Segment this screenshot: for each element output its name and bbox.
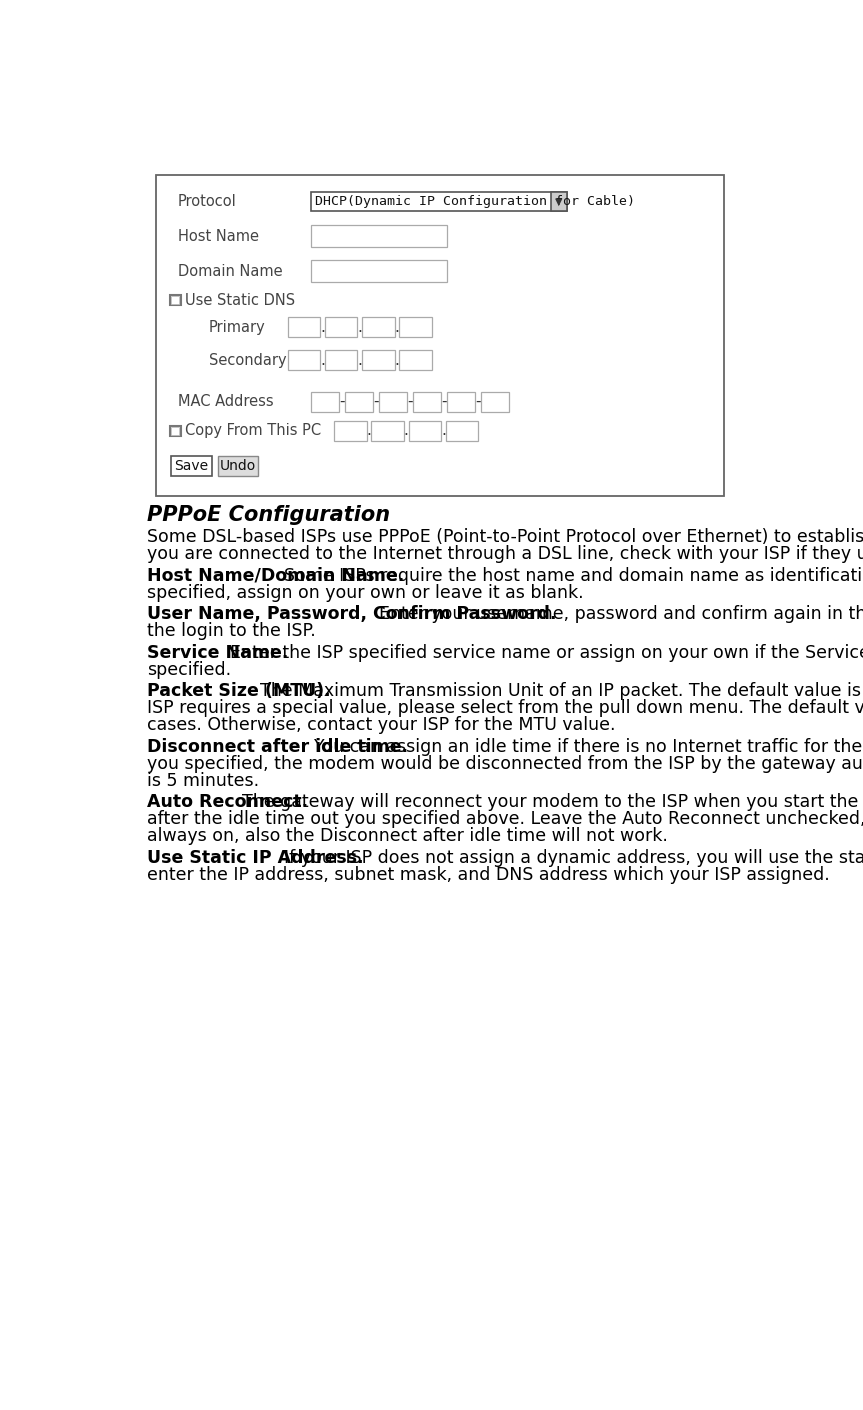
Text: Undo: Undo (220, 458, 256, 472)
Text: -: - (476, 395, 481, 409)
Bar (400, 317, 432, 337)
Text: Secondary: Secondary (209, 352, 287, 368)
Bar (311, 226, 446, 247)
Text: DHCP(Dynamic IP Configuration for Cable): DHCP(Dynamic IP Configuration for Cable) (315, 195, 635, 209)
Text: User Name, Password, Confirm Password.: User Name, Password, Confirm Password. (147, 605, 562, 623)
Text: specified.: specified. (147, 661, 230, 678)
Text: Copy From This PC: Copy From This PC (185, 423, 321, 439)
Text: specified, assign on your own or leave it as blank.: specified, assign on your own or leave i… (147, 584, 583, 602)
Bar (311, 192, 567, 210)
Bar (156, 175, 724, 496)
Text: Packet Size (MTU).: Packet Size (MTU). (147, 682, 337, 701)
Text: Some DSL-based ISPs use PPPoE (Point-to-Point Protocol over Ethernet) to establi: Some DSL-based ISPs use PPPoE (Point-to-… (147, 529, 863, 546)
Bar (345, 392, 373, 412)
Text: the login to the ISP.: the login to the ISP. (147, 622, 315, 640)
Text: .: . (394, 352, 400, 368)
Bar (324, 317, 357, 337)
Text: Service Name.: Service Name. (147, 644, 294, 661)
Text: Save: Save (174, 458, 209, 472)
Text: The Maximum Transmission Unit of an IP packet. The default value is 1492 Bytes, : The Maximum Transmission Unit of an IP p… (260, 682, 863, 701)
Bar (371, 422, 404, 441)
Bar (172, 427, 180, 434)
Text: ▼: ▼ (555, 196, 563, 206)
Text: Protocol: Protocol (178, 195, 236, 209)
Bar (287, 317, 320, 337)
Text: after the idle time out you specified above. Leave the Auto Reconnect unchecked,: after the idle time out you specified ab… (147, 811, 863, 828)
Text: Enter the ISP specified service name or assign on your own if the Service Name i: Enter the ISP specified service name or … (230, 644, 863, 661)
Text: .: . (320, 320, 325, 334)
Text: MAC Address: MAC Address (178, 395, 274, 409)
Text: .: . (394, 320, 400, 334)
Bar (413, 392, 441, 412)
Text: -: - (374, 395, 379, 409)
Text: .: . (320, 352, 325, 368)
Text: Host Name: Host Name (178, 230, 259, 244)
Text: Use Static IP Address.: Use Static IP Address. (147, 849, 369, 867)
Text: -: - (407, 395, 413, 409)
Text: Primary: Primary (209, 320, 266, 334)
Bar (362, 317, 394, 337)
Bar (408, 422, 441, 441)
Text: If your ISP does not assign a dynamic address, you will use the static IP addres: If your ISP does not assign a dynamic ad… (284, 849, 863, 867)
Text: You can assign an idle time if there is no Internet traffic for the idle time: You can assign an idle time if there is … (314, 737, 863, 756)
Bar (446, 422, 478, 441)
Bar (482, 392, 509, 412)
Text: Enter your username, password and confirm again in the fields for: Enter your username, password and confir… (380, 605, 863, 623)
Bar (400, 350, 432, 371)
Bar (287, 350, 320, 371)
Text: -: - (442, 395, 447, 409)
Bar (551, 192, 567, 210)
Bar (311, 392, 339, 412)
Text: Domain Name: Domain Name (178, 264, 282, 279)
Bar (172, 455, 211, 475)
Text: always on, also the Disconnect after idle time will not work.: always on, also the Disconnect after idl… (147, 828, 667, 845)
Bar (170, 295, 180, 306)
Text: Some ISPs require the host name and domain name as identification, if it is not: Some ISPs require the host name and doma… (284, 567, 863, 585)
Bar (324, 350, 357, 371)
Text: Use Static DNS: Use Static DNS (185, 293, 295, 307)
Bar (334, 422, 367, 441)
Text: .: . (404, 423, 409, 439)
Text: .: . (357, 352, 362, 368)
Text: you specified, the modem would be disconnected from the ISP by the gateway autom: you specified, the modem would be discon… (147, 754, 863, 773)
Bar (170, 426, 180, 436)
Bar (362, 350, 394, 371)
Text: ISP requires a special value, please select from the pull down menu. The default: ISP requires a special value, please sel… (147, 699, 863, 718)
Text: is 5 minutes.: is 5 minutes. (147, 771, 259, 790)
Text: .: . (357, 320, 362, 334)
Bar (379, 392, 407, 412)
Text: -: - (339, 395, 344, 409)
Text: enter the IP address, subnet mask, and DNS address which your ISP assigned.: enter the IP address, subnet mask, and D… (147, 866, 829, 884)
Text: Host Name/Domain Name.: Host Name/Domain Name. (147, 567, 410, 585)
Text: Disconnect after idle time.: Disconnect after idle time. (147, 737, 413, 756)
Text: The gateway will reconnect your modem to the ISP when you start the Internet acc: The gateway will reconnect your modem to… (243, 794, 863, 811)
Bar (172, 296, 180, 305)
Text: .: . (367, 423, 371, 439)
Text: cases. Otherwise, contact your ISP for the MTU value.: cases. Otherwise, contact your ISP for t… (147, 716, 615, 735)
Text: .: . (441, 423, 446, 439)
Text: Auto Reconnect.: Auto Reconnect. (147, 794, 314, 811)
Bar (447, 392, 476, 412)
Text: PPPoE Configuration: PPPoE Configuration (147, 505, 390, 525)
Bar (218, 455, 258, 475)
Bar (311, 259, 446, 282)
Text: you are connected to the Internet through a DSL line, check with your ISP if the: you are connected to the Internet throug… (147, 546, 863, 563)
